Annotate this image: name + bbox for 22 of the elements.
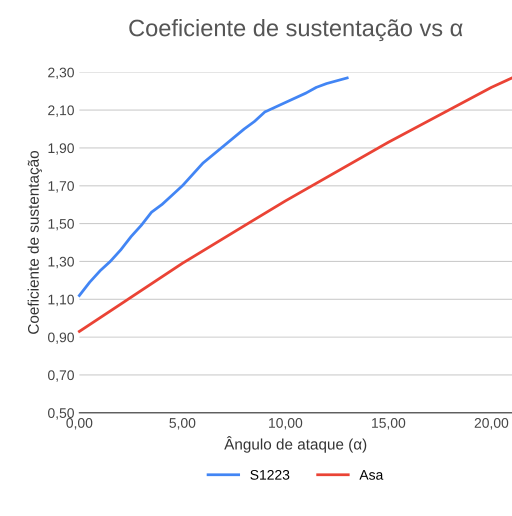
y-tick-label: 1,50 — [48, 218, 74, 230]
x-tick-label: 0,00 — [66, 418, 92, 430]
x-tick-label: 10,00 — [269, 418, 302, 430]
y-tick-label: 2,10 — [48, 105, 74, 117]
legend-label: S1223 — [250, 470, 290, 480]
chart-title: Coeficiente de sustentação vs α — [129, 19, 463, 42]
legend-label: Asa — [359, 470, 384, 480]
x-tick-label: 20,00 — [474, 418, 508, 430]
line-series — [78, 76, 349, 297]
line-series — [78, 76, 512, 333]
y-tick-label: 1,70 — [48, 181, 74, 193]
x-tick-label: 15,00 — [372, 418, 406, 430]
y-tick-label: 0,50 — [48, 408, 74, 420]
y-tick-label: 0,90 — [48, 332, 74, 344]
y-tick-label: 1,10 — [48, 294, 74, 306]
x-tick-label: 5,00 — [169, 418, 196, 430]
y-tick-label: 2,30 — [48, 68, 74, 80]
y-tick-label: 0,70 — [48, 370, 74, 382]
y-tick-label: 1,30 — [48, 256, 74, 268]
y-axis-title: Coeficiente de sustentação — [28, 151, 42, 334]
y-tick-label: 1,90 — [48, 143, 74, 155]
x-axis-title: Ângulo de ataque (α) — [224, 436, 366, 453]
